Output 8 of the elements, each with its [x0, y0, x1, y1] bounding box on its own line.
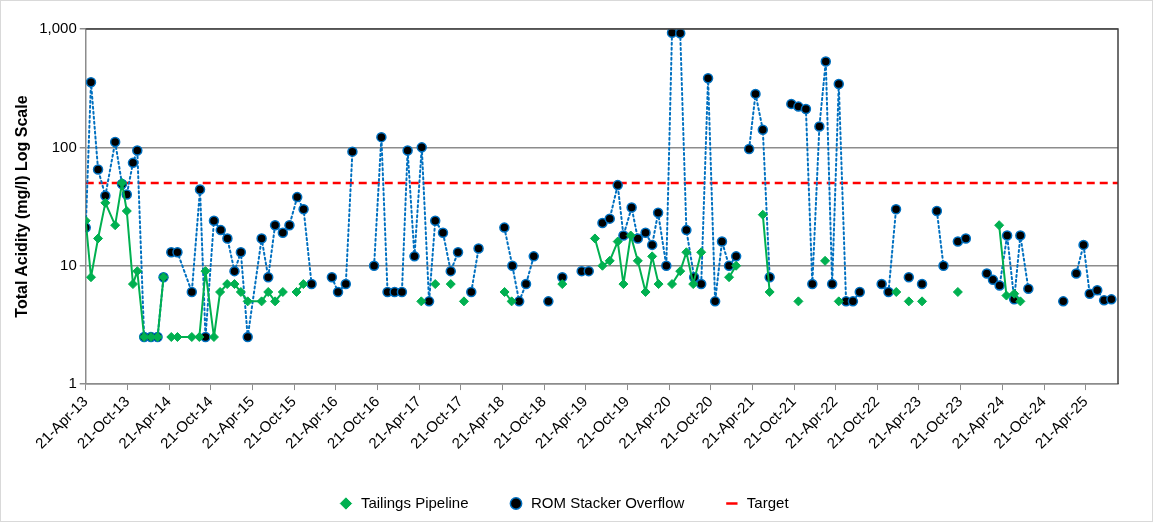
- y-axis-title: Total Acidity (mg/l) Log Scale: [13, 95, 31, 318]
- legend-label: ROM Stacker Overflow: [531, 493, 685, 511]
- y-tick-label: 1: [68, 374, 77, 392]
- y-tick-label: 10: [60, 255, 77, 273]
- y-tick-label: 1,000: [39, 19, 77, 37]
- legend-label: Tailings Pipeline: [360, 493, 469, 511]
- legend-label: Target: [746, 493, 790, 511]
- y-tick-label: 100: [51, 137, 77, 155]
